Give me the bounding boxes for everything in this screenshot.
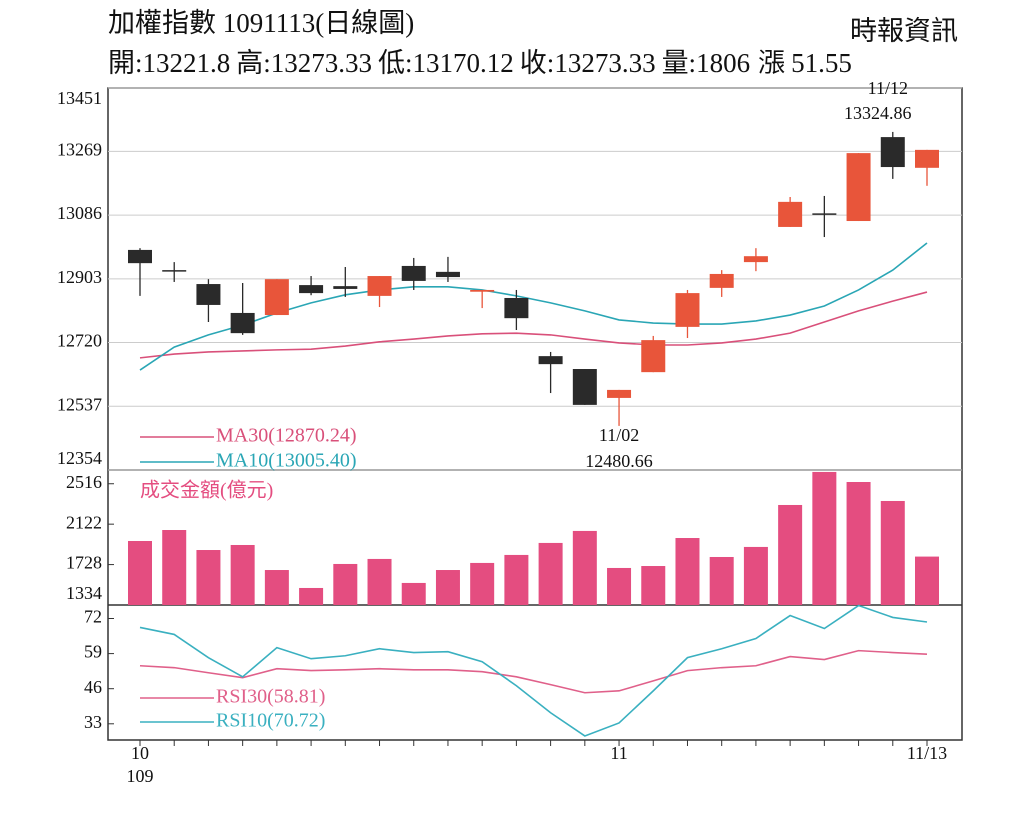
stat-label: 漲 [758,48,785,78]
legend-label: MA30(12870.24) [216,425,357,447]
bar [504,554,529,605]
stat-label: 低: [378,48,413,78]
annotation-date: 11/02 [599,425,639,445]
candle-body [162,270,187,272]
candle-body [538,356,563,365]
bar [641,566,666,605]
bar [367,558,392,605]
candle-body [880,137,905,168]
candle-body [675,293,700,327]
candle-body [915,149,939,168]
candle-body [128,249,152,264]
bar [401,582,426,605]
annotation-value: 13324.86 [844,103,912,123]
legend-label: RSI10(70.72) [216,710,325,732]
frame [107,87,963,741]
bar [162,530,187,605]
y-tick-label: 12354 [57,448,102,468]
y-tick-label: 2122 [66,512,102,532]
stat-value: 1806 [696,48,750,78]
y-tick-label: 12903 [57,267,102,287]
bar [709,556,734,605]
candle-body [230,312,255,334]
candle-body [743,256,768,263]
bar [915,556,939,605]
annotation-value: 12480.66 [585,451,653,471]
bar [435,570,460,605]
bar [880,500,905,605]
bar [299,587,324,605]
stat-value: 13273.33 [271,48,372,78]
line [139,649,928,694]
panel-label: 成交金額(億元) [140,479,273,502]
bar [470,562,495,605]
candle-body [709,273,734,288]
source: 時報資訊 [850,16,958,46]
y-tick-label: 13086 [57,203,102,223]
y-tick-label: 72 [84,607,102,627]
bar [538,542,563,605]
bar [128,540,152,605]
y-tick-label: 59 [84,642,102,662]
bar [230,544,255,605]
x-tick-label: 11 [610,743,627,763]
candle-body [572,369,597,405]
y-tick-label: 12720 [57,331,102,351]
line [139,604,928,737]
y-tick-label: 1334 [66,583,102,603]
y-tick-label: 2516 [66,472,102,492]
y-tick-label: 13451 [57,88,102,108]
x-tick-label: 11/13 [907,743,947,763]
bar [333,563,358,605]
bar [607,567,632,605]
bar [196,550,221,605]
bar [812,471,837,605]
candle-body [470,289,495,292]
candle-body [264,279,289,316]
candle-body [333,286,358,289]
legend-label: MA10(13005.40) [216,450,357,472]
stat-label: 收: [520,48,555,78]
bar [743,546,768,605]
stats: 開:13221.8 高:13273.33 低:13170.12 收:13273.33 量… [108,48,852,78]
candle-body [504,297,529,319]
bar [572,530,597,605]
bar [778,504,803,605]
candle-body [846,153,871,222]
y-tick-label: 1728 [66,553,102,573]
candle-body [607,389,632,398]
y-tick-label: 46 [84,677,102,697]
candle-body [401,265,426,281]
stat-value: 13170.12 [413,48,514,78]
candle-body [367,276,392,296]
stat-label: 開: [108,48,143,78]
candle-body [812,213,837,215]
line [139,291,928,359]
x-sublabel: 109 [127,766,154,786]
candle-body [778,201,803,227]
stat-label: 量: [662,48,697,78]
legend-label: RSI30(58.81) [216,686,325,708]
chart-title: 加權指數 1091113(日線圖) [108,8,414,38]
candle-body [299,285,324,294]
y-tick-label: 13269 [57,140,102,160]
candle-body [641,340,666,373]
bar [846,482,871,605]
candle-body [435,271,460,278]
y-tick-label: 33 [84,712,102,732]
x-tick-label: 10 [131,743,149,763]
stat-value: 13273.33 [554,48,655,78]
candle-body [196,284,221,305]
bar [675,538,700,605]
annotation-date: 11/12 [868,78,908,98]
stat-value: 51.55 [791,48,852,78]
y-tick-label: 12537 [57,394,102,414]
bar [264,570,289,605]
stat-label: 高: [236,48,271,78]
stat-value: 13221.8 [143,48,231,78]
